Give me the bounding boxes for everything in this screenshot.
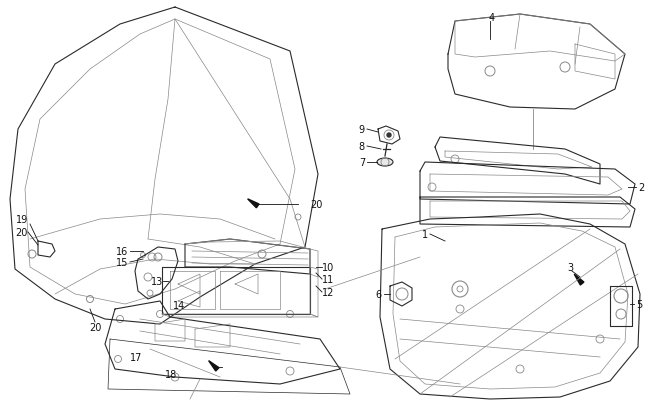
Text: 17: 17 <box>130 352 142 362</box>
Text: 10: 10 <box>322 262 334 272</box>
Text: 18: 18 <box>165 369 177 379</box>
Text: 16: 16 <box>116 246 128 256</box>
Text: 3: 3 <box>567 262 573 272</box>
Text: 12: 12 <box>322 287 334 297</box>
Text: 9: 9 <box>359 125 365 135</box>
Circle shape <box>387 134 391 138</box>
Text: 20: 20 <box>89 322 101 332</box>
Text: 5: 5 <box>636 299 642 309</box>
Text: 4: 4 <box>489 13 495 23</box>
Text: 11: 11 <box>322 274 334 284</box>
Text: 6: 6 <box>376 289 382 299</box>
Text: 15: 15 <box>116 257 128 267</box>
Text: 19: 19 <box>16 215 28 224</box>
Polygon shape <box>209 361 219 371</box>
Text: 20: 20 <box>310 200 322 209</box>
Text: 7: 7 <box>359 158 365 168</box>
Polygon shape <box>248 199 259 208</box>
Text: 13: 13 <box>151 276 163 286</box>
Text: 2: 2 <box>638 183 644 192</box>
Text: 8: 8 <box>359 142 365 151</box>
Ellipse shape <box>377 159 393 166</box>
Polygon shape <box>574 275 584 286</box>
Text: 1: 1 <box>422 230 428 239</box>
Text: 14: 14 <box>173 300 185 310</box>
Text: 20: 20 <box>16 228 28 237</box>
